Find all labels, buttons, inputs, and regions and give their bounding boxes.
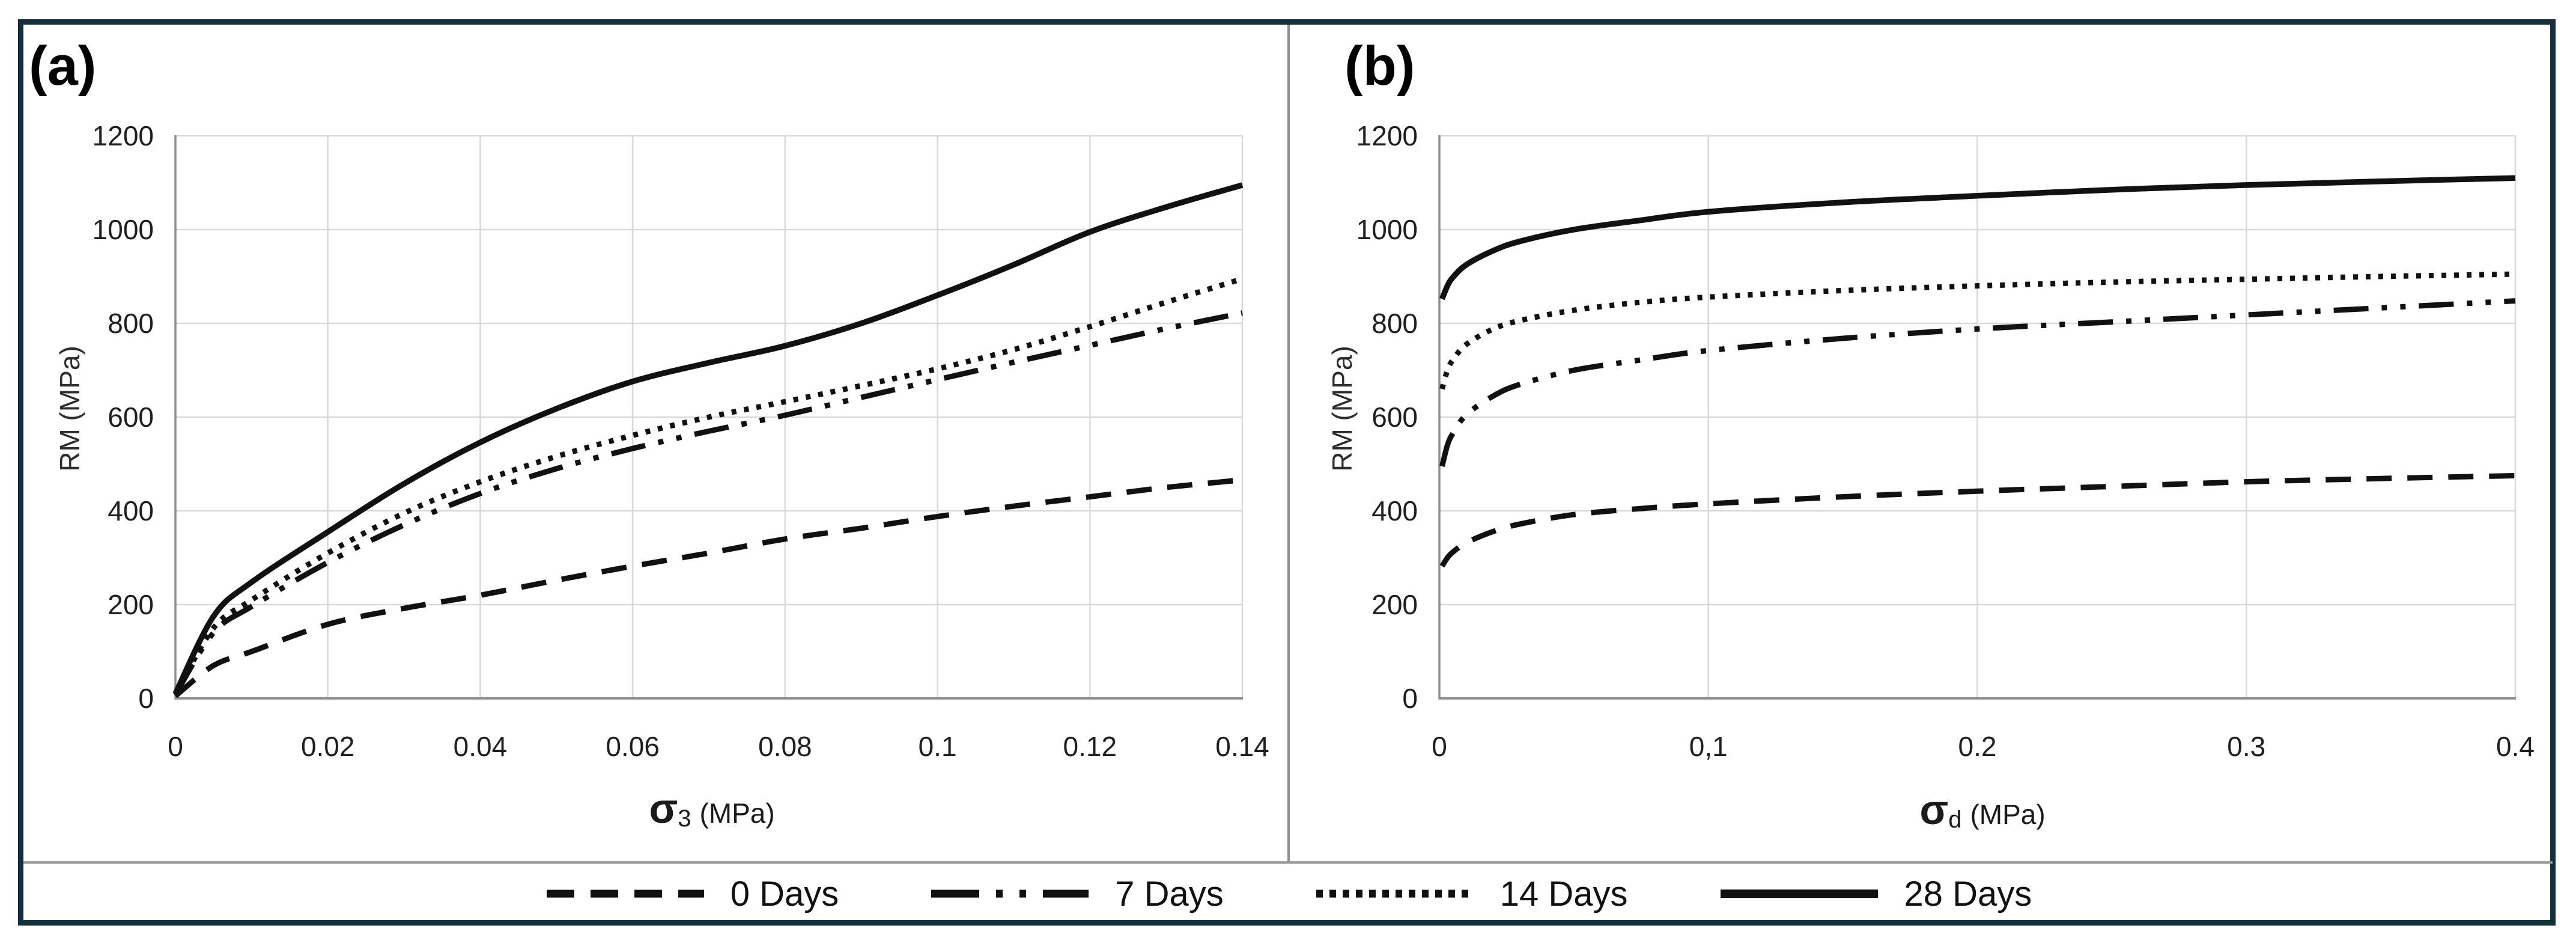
panel-divider: [1287, 25, 1290, 862]
y-tick-label: 0: [138, 683, 154, 714]
y-tick-label: 200: [1372, 589, 1418, 620]
sigma-symbol: σ: [649, 785, 678, 832]
curve-0-days: [1439, 473, 2516, 568]
y-tick-label: 1200: [93, 120, 154, 151]
figure-border: [18, 19, 2556, 926]
dotted-line-sample-icon: [1316, 889, 1474, 898]
y-tick-label: 1000: [1356, 214, 1418, 245]
curve-14-days: [173, 276, 1244, 696]
panel-b-x-axis-title: σ d (MPa): [1919, 786, 2046, 833]
y-tick-label: 1200: [1356, 120, 1418, 151]
curve-0-days: [174, 477, 1243, 698]
dashed-line-sample-icon: [546, 889, 704, 898]
y-tick-label: 0: [1402, 683, 1418, 714]
sigma-subscript: d: [1948, 807, 1962, 833]
x-tick-label: 0.04: [454, 731, 508, 762]
curve-28-days: [1439, 175, 2516, 301]
panel-a-label: (a): [29, 35, 97, 97]
x-tick-label: 0.02: [301, 731, 355, 762]
x-tick-label: 0.2: [1958, 731, 1997, 762]
curve-28-days: [172, 182, 1244, 695]
x-tick-label: 0.06: [606, 731, 660, 762]
legend: 0 Days 7 Days 14 Days 28 Days: [24, 864, 2552, 924]
curve-7-days: [173, 310, 1243, 697]
x-tick-label: 0.12: [1063, 731, 1117, 762]
y-tick-label: 600: [1372, 401, 1418, 433]
y-tick-label: 800: [1372, 308, 1418, 339]
legend-item-28-days: 28 Days: [1718, 874, 2032, 914]
curve-14-days: [1439, 271, 2516, 390]
y-tick-label: 400: [108, 495, 154, 526]
panel-a-y-axis-title: RM (MPa): [54, 346, 85, 472]
y-tick-label: 600: [108, 401, 154, 433]
x-tick-label: 0.4: [2496, 731, 2535, 762]
solid-line-sample-icon: [1720, 889, 1878, 898]
x-tick-label: 0.1: [919, 731, 957, 762]
sigma-subscript: 3: [678, 805, 691, 832]
x-tick-label: 0.3: [2227, 731, 2265, 762]
legend-label: 0 Days: [730, 874, 839, 914]
axis-unit: (MPa): [1970, 799, 2046, 830]
legend-item-14-days: 14 Days: [1314, 874, 1628, 914]
panel-a-x-axis-title: σ 3 (MPa): [649, 785, 775, 832]
y-tick-label: 400: [1372, 495, 1418, 526]
y-tick-label: 1000: [93, 214, 154, 245]
legend-separator: [23, 861, 2553, 864]
x-tick-label: 0.14: [1215, 731, 1269, 762]
legend-item-0-days: 0 Days: [544, 874, 839, 914]
x-tick-label: 0: [168, 731, 183, 762]
legend-label: 28 Days: [1904, 874, 2032, 914]
legend-item-7-days: 7 Days: [929, 874, 1224, 914]
x-tick-label: 0,1: [1689, 731, 1728, 762]
panel-b-label: (b): [1344, 35, 1415, 97]
dash-dot-line-sample-icon: [931, 889, 1089, 898]
curve-7-days: [1439, 298, 2516, 468]
y-tick-label: 800: [108, 308, 154, 339]
y-tick-label: 200: [108, 589, 154, 620]
x-tick-label: 0.08: [758, 731, 812, 762]
legend-label: 14 Days: [1499, 874, 1628, 914]
sigma-symbol: σ: [1919, 786, 1949, 833]
axis-unit: (MPa): [699, 798, 775, 829]
panel-b-y-axis-title: RM (MPa): [1326, 346, 1358, 472]
x-tick-label: 0: [1432, 731, 1447, 762]
legend-label: 7 Days: [1115, 874, 1224, 914]
